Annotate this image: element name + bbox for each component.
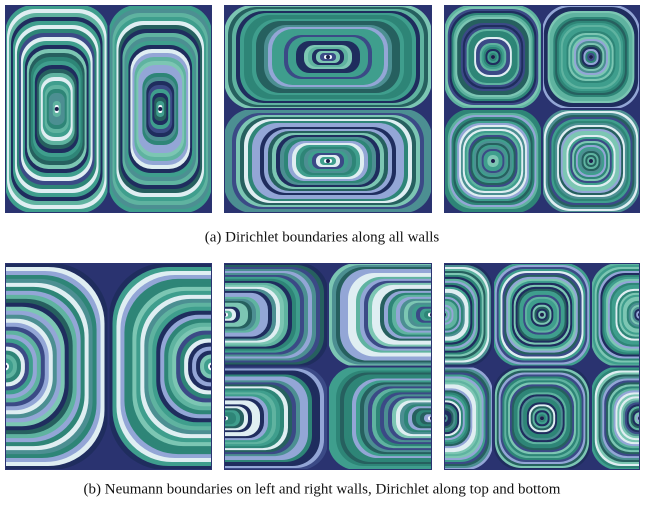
- vortex-cell: [224, 5, 432, 109]
- vortex-core: [158, 107, 162, 111]
- vortex-cell: [109, 5, 213, 213]
- vortex-core: [589, 159, 593, 163]
- vortex-core: [491, 159, 495, 163]
- vortex-core: [55, 107, 59, 111]
- flow-image: [5, 5, 212, 213]
- flow-image: [444, 5, 640, 213]
- caption: (b) Neumann boundaries on left and right…: [84, 481, 561, 497]
- vortex-core: [326, 159, 330, 163]
- flow-image: [395, 263, 645, 470]
- vortex-cell: [444, 109, 542, 213]
- vortex-cell: [493, 367, 591, 471]
- vortex-core: [540, 416, 544, 420]
- figure: (a) Dirichlet boundaries along all walls…: [0, 0, 645, 508]
- vortex-core: [540, 313, 544, 317]
- vortex-cell: [591, 367, 645, 471]
- vortex-cell: [591, 263, 645, 367]
- vortex-cell: [0, 263, 109, 470]
- vortex-cell: [444, 5, 542, 109]
- flow-image: [224, 5, 432, 213]
- vortex-cell: [493, 263, 591, 367]
- vortex-core: [589, 55, 593, 59]
- vortex-cell: [5, 5, 109, 213]
- vortex-cell: [224, 109, 432, 213]
- vortex-core: [491, 55, 495, 59]
- caption: (a) Dirichlet boundaries along all walls: [205, 229, 440, 245]
- vortex-cell: [542, 5, 640, 109]
- vortex-core: [326, 55, 330, 59]
- vortex-cell: [542, 109, 640, 213]
- page: (a) Dirichlet boundaries along all walls…: [0, 0, 645, 508]
